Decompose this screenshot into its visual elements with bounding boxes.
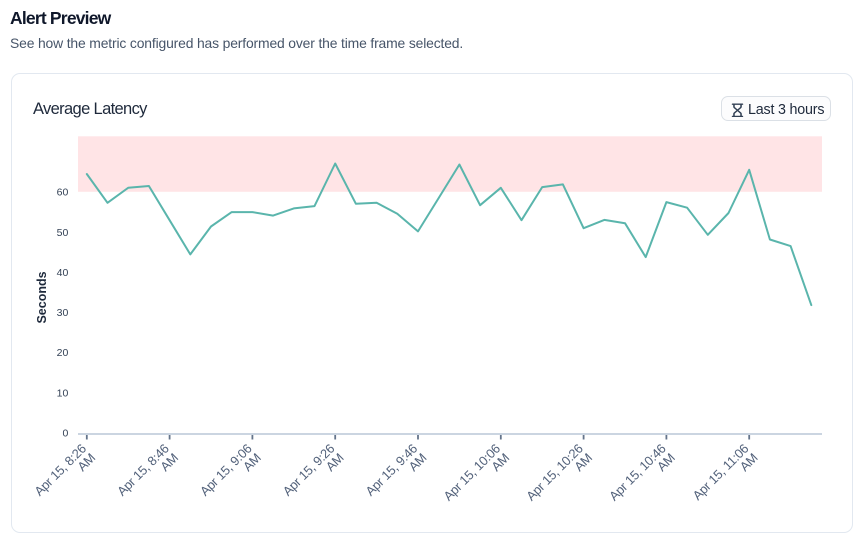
svg-text:50: 50 bbox=[57, 227, 69, 239]
svg-text:10: 10 bbox=[57, 387, 69, 399]
svg-text:Apr 15, 9:26AM: Apr 15, 9:26AM bbox=[280, 441, 347, 508]
svg-text:40: 40 bbox=[57, 267, 69, 279]
svg-text:Apr 15, 9:46AM: Apr 15, 9:46AM bbox=[362, 441, 429, 508]
svg-text:Apr 15, 10:26AM: Apr 15, 10:26AM bbox=[523, 441, 595, 513]
svg-text:Apr 15, 11:06AM: Apr 15, 11:06AM bbox=[689, 441, 760, 512]
svg-text:Apr 15, 8:26AM: Apr 15, 8:26AM bbox=[31, 441, 98, 508]
svg-text:60: 60 bbox=[57, 187, 69, 199]
svg-text:20: 20 bbox=[57, 347, 69, 359]
svg-text:Apr 15, 9:06AM: Apr 15, 9:06AM bbox=[197, 441, 264, 508]
svg-text:0: 0 bbox=[62, 428, 68, 440]
svg-text:Seconds: Seconds bbox=[35, 271, 49, 323]
svg-text:Apr 15, 10:46AM: Apr 15, 10:46AM bbox=[606, 441, 678, 513]
svg-text:Apr 15, 10:06AM: Apr 15, 10:06AM bbox=[440, 441, 512, 513]
svg-text:30: 30 bbox=[57, 307, 69, 319]
svg-text:Apr 15, 8:46AM: Apr 15, 8:46AM bbox=[114, 441, 181, 508]
